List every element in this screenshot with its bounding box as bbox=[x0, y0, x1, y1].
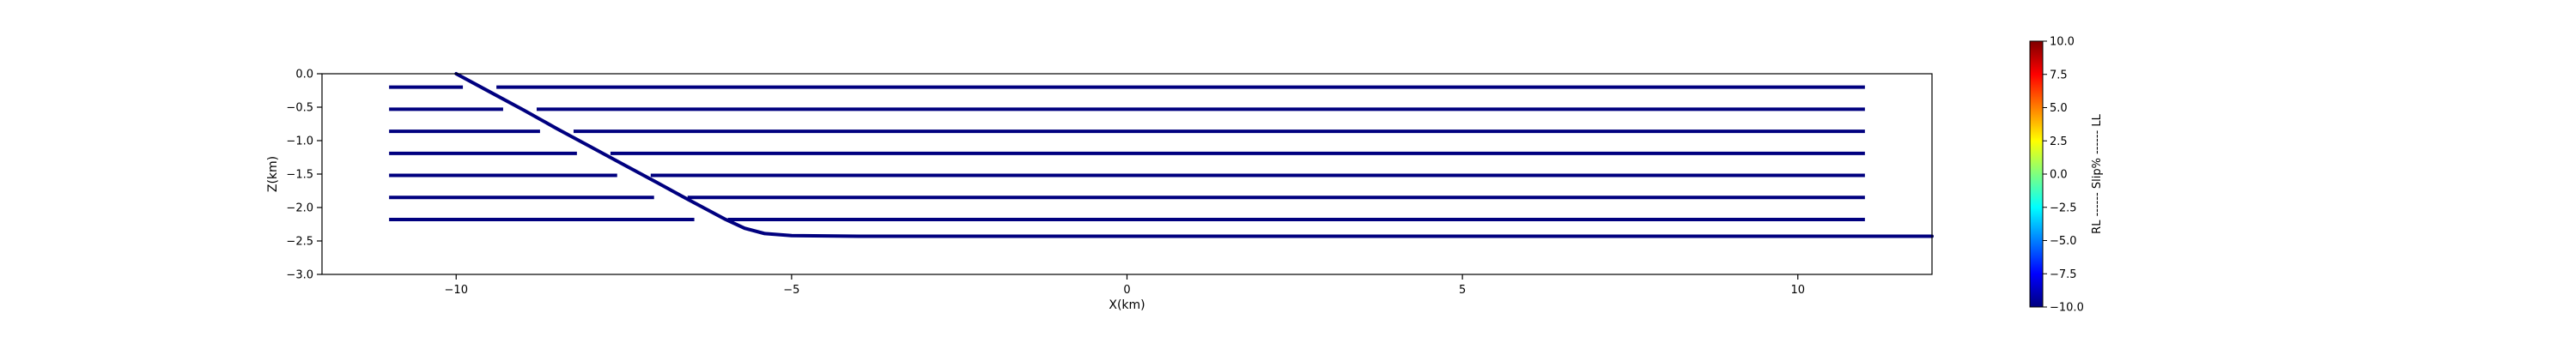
colorbar-tick-label: −2.5 bbox=[2050, 202, 2077, 214]
x-tick-label: −10 bbox=[445, 284, 468, 297]
colorbar-ticks: 10.0 7.5 5.0 2.5 0.0 −2.5 −5.0 −7.5 −10.0 bbox=[2043, 36, 2084, 315]
y-tick-label: −2.0 bbox=[286, 202, 313, 215]
y-ticks: 0.0 −0.5 −1.0 −1.5 −2.0 −2.5 −3.0 bbox=[286, 69, 322, 282]
y-tick-label: −2.5 bbox=[286, 236, 313, 249]
y-tick-label: −1.0 bbox=[286, 135, 313, 148]
y-axis-label: Z(km) bbox=[266, 156, 280, 192]
faults-layer bbox=[389, 72, 1934, 238]
colorbar-tick-label: −5.0 bbox=[2050, 235, 2077, 248]
main-fault-line bbox=[454, 72, 1934, 238]
colorbar-tick-label: 7.5 bbox=[2050, 69, 2068, 81]
colorbar: 10.0 7.5 5.0 2.5 0.0 −2.5 −5.0 −7.5 −10.0 RL ---… bbox=[2029, 36, 2104, 315]
x-axis-label: X(km) bbox=[1109, 298, 1145, 312]
colorbar-tick-label: 2.5 bbox=[2050, 135, 2068, 148]
y-tick-label: −0.5 bbox=[286, 102, 313, 115]
x-tick-label: 5 bbox=[1459, 284, 1466, 297]
x-ticks: −10 −5 0 5 10 bbox=[445, 274, 1805, 297]
plot-area: −10 −5 0 5 10 0.0 −0.5 −1.0 −1.5 −2.0 −2.5 −3.0 X(… bbox=[266, 69, 1934, 312]
colorbar-label: RL ------ Slip% ------ LL bbox=[2091, 113, 2104, 233]
colorbar-tick-label: 10.0 bbox=[2050, 36, 2075, 49]
colorbar-tick-label: 0.0 bbox=[2050, 169, 2068, 182]
colorbar-fill bbox=[2030, 41, 2043, 307]
x-tick-label: −5 bbox=[783, 284, 799, 297]
x-tick-label: 0 bbox=[1123, 284, 1130, 297]
y-tick-label: 0.0 bbox=[295, 69, 313, 81]
colorbar-tick-label: −10.0 bbox=[2050, 302, 2084, 315]
y-tick-label: −3.0 bbox=[286, 269, 313, 282]
colorbar-tick-label: 5.0 bbox=[2050, 102, 2068, 115]
colorbar-tick-label: −7.5 bbox=[2050, 268, 2077, 281]
x-tick-label: 10 bbox=[1790, 284, 1805, 297]
y-tick-label: −1.5 bbox=[286, 169, 313, 182]
